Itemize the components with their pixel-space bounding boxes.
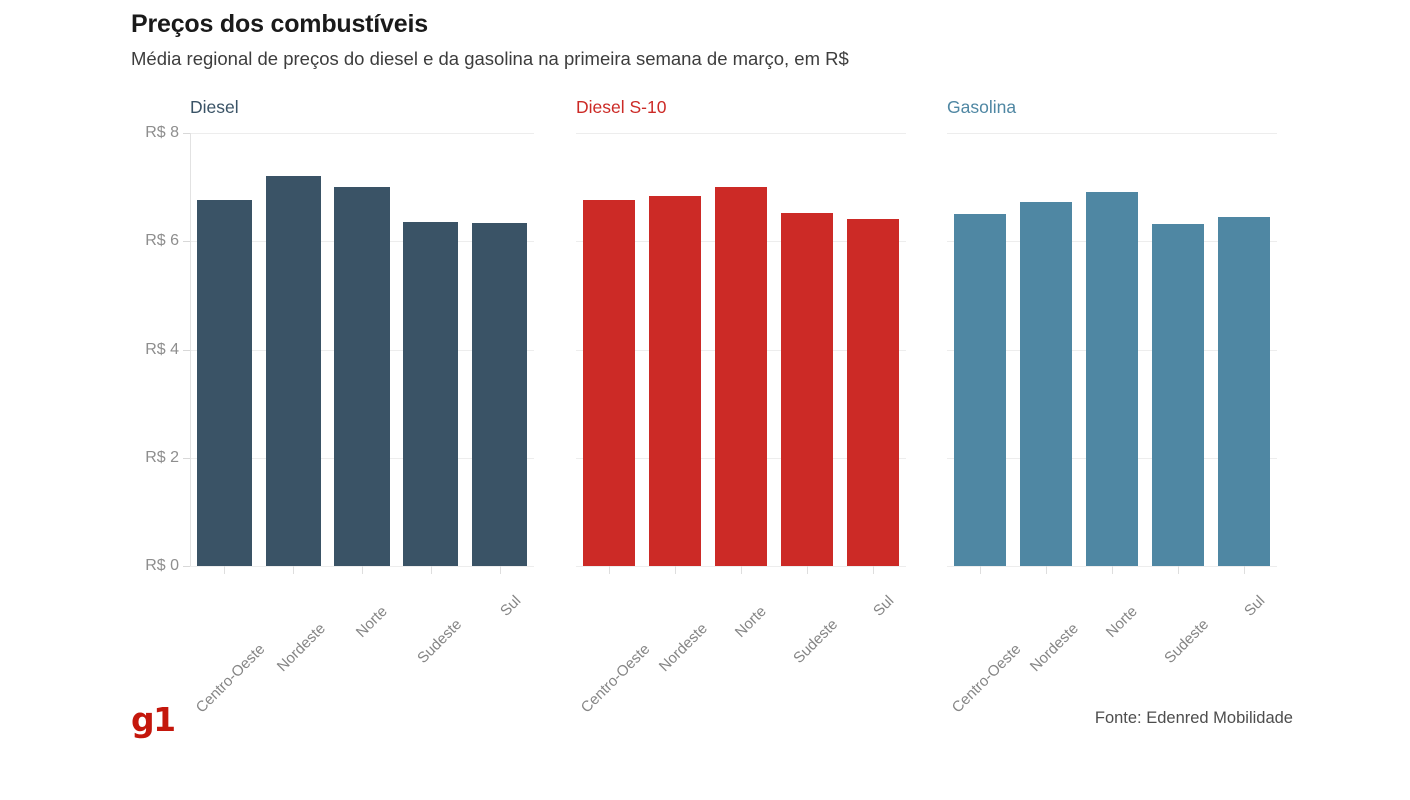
y-tick-mark [183, 566, 190, 567]
x-axis-label-text: Sudeste [1161, 615, 1213, 667]
x-tick-mark [807, 566, 808, 574]
x-tick-mark [1244, 566, 1245, 574]
bar[interactable] [1151, 224, 1205, 566]
x-axis-label: Sul [497, 577, 539, 619]
bar[interactable] [582, 199, 636, 566]
y-axis-label: R$ 6 [145, 232, 179, 250]
chart-header: Preços dos combustíveis Média regional d… [131, 8, 1281, 72]
gridline [190, 133, 534, 134]
bar[interactable] [648, 196, 702, 566]
y-axis-line [190, 133, 191, 566]
x-axis-label: Sul [870, 577, 912, 619]
x-tick-mark [980, 566, 981, 574]
bar[interactable] [780, 213, 834, 566]
page-title: Preços dos combustíveis [131, 10, 428, 38]
bar[interactable] [1019, 201, 1073, 566]
x-tick-mark [362, 566, 363, 574]
y-tick-mark [183, 133, 190, 134]
y-axis-label: R$ 4 [145, 340, 179, 358]
g1-logo: g1 [131, 700, 176, 739]
bar[interactable] [403, 221, 459, 566]
x-axis-label-text: Norte [352, 602, 391, 641]
plot-area: Centro-Oeste Nordeste Norte Sudeste Sul [947, 133, 1277, 716]
panel-diesel: Diesel R$ 0 R$ 2 R$ 4 R$ 6 R$ 8 Centro-Oeste No… [145, 96, 534, 716]
x-tick-mark [675, 566, 676, 574]
chart-subtitle: Média regional de preços do diesel e da … [131, 48, 849, 69]
panel-title: Diesel S-10 [576, 97, 667, 117]
x-tick-mark [741, 566, 742, 574]
x-tick-mark [499, 566, 501, 574]
x-tick-mark [873, 566, 874, 574]
x-tick-mark [1178, 566, 1179, 574]
y-tick-mark [183, 349, 190, 351]
source-note: Fonte: Edenred Mobilidade [1094, 709, 1293, 727]
gridline [947, 133, 1277, 134]
bar[interactable] [334, 187, 390, 566]
bar[interactable] [714, 187, 768, 566]
bar-group: Centro-Oeste Nordeste Norte Sudeste Sul [947, 133, 1277, 716]
bar-group: Centro-Oeste Nordeste Norte Sudeste Sul [576, 133, 906, 716]
bar-group: Centro-Oeste Nordeste Norte Sudeste Sul [190, 133, 534, 716]
plot-area: R$ 0 R$ 2 R$ 4 R$ 6 R$ 8 Centro-Oeste Nordeste… [145, 124, 534, 716]
plot-area: Centro-Oeste Nordeste Norte Sudeste Sul [576, 133, 906, 716]
x-tick-mark [1046, 566, 1047, 574]
x-axis-label: Norte [353, 577, 417, 641]
gridline [576, 133, 906, 134]
chart-footer: g1 Fonte: Edenred Mobilidade [0, 696, 1410, 756]
x-axis-label-text: Norte [1102, 602, 1141, 641]
chart-panels: Diesel R$ 0 R$ 2 R$ 4 R$ 6 R$ 8 Centro-Oeste No… [0, 96, 1410, 716]
panel-diesel-s-10: Diesel S-10 Centro-Oeste Nordeste Norte Sude… [576, 96, 906, 716]
x-axis-label-text: Sudeste [790, 615, 842, 667]
x-axis-label: Norte [1103, 577, 1167, 641]
y-axis-label: R$ 2 [145, 448, 179, 466]
bar[interactable] [953, 214, 1007, 566]
x-tick-mark [224, 566, 226, 574]
bar[interactable] [846, 218, 900, 566]
y-axis-label: R$ 8 [145, 124, 179, 141]
panel-title: Diesel [190, 97, 239, 117]
bar[interactable] [472, 223, 528, 566]
x-axis-label: Norte [732, 577, 796, 641]
x-axis-label-text: Sul [496, 592, 524, 620]
x-tick-mark [293, 566, 295, 574]
bar[interactable] [1217, 216, 1271, 566]
x-axis-label: Sudeste [1161, 577, 1251, 667]
bar[interactable] [196, 199, 252, 566]
y-tick-mark [183, 241, 190, 243]
x-axis-label-text: Sul [1241, 592, 1269, 620]
panel-gasolina: Gasolina Centro-Oeste Nordeste Norte Sudeste… [947, 96, 1277, 716]
y-axis-label: R$ 0 [145, 557, 179, 574]
bar[interactable] [1085, 192, 1139, 566]
x-axis-label: Sudeste [790, 577, 880, 667]
x-axis-label-text: Sul [870, 592, 898, 620]
x-tick-mark [609, 566, 610, 574]
bar[interactable] [265, 176, 321, 566]
y-tick-mark [183, 457, 190, 459]
x-tick-mark [430, 566, 432, 574]
x-axis-label-text: Sudeste [413, 615, 465, 667]
x-tick-mark [1112, 566, 1113, 574]
x-axis-label-text: Norte [731, 602, 770, 641]
x-axis-label: Sudeste [414, 577, 504, 667]
x-axis-label: Sul [1241, 577, 1283, 619]
panel-title: Gasolina [947, 97, 1017, 117]
